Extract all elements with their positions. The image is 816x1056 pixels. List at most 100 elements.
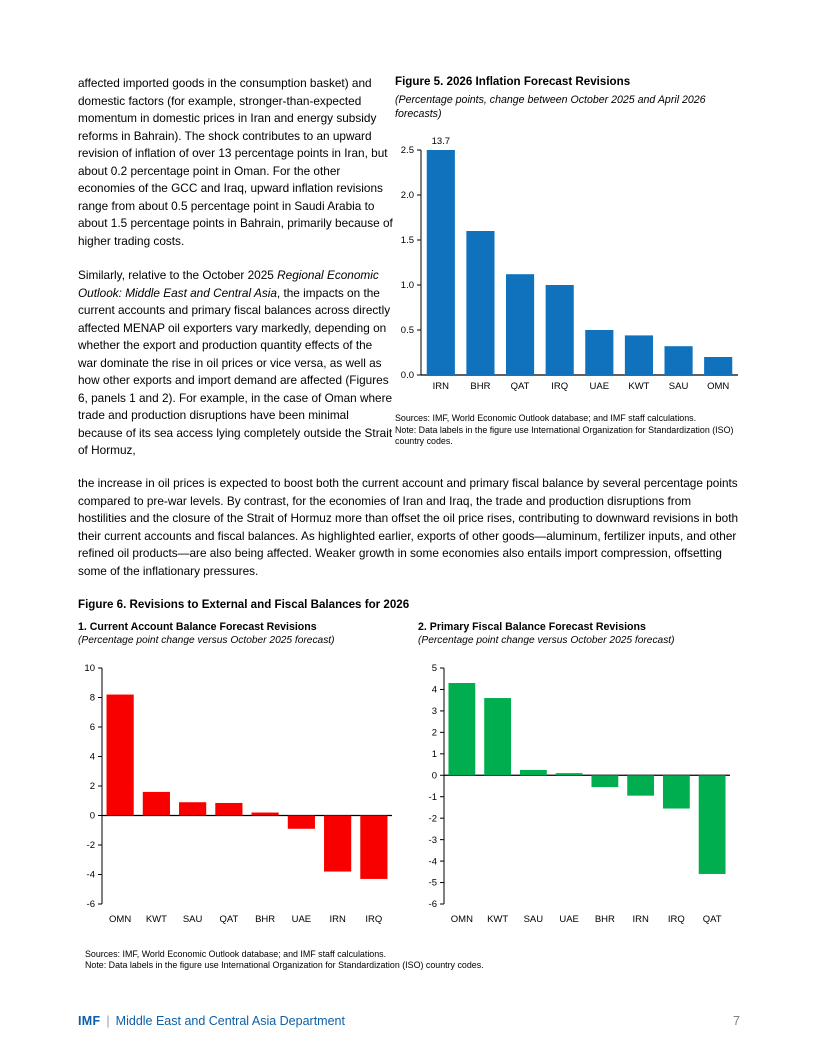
x-category-label: SAU xyxy=(183,914,203,925)
x-category-label: IRQ xyxy=(551,381,568,392)
panel2-subtitle: (Percentage point change versus October … xyxy=(418,635,675,646)
x-category-label: OMN xyxy=(109,914,131,925)
x-category-label: UAE xyxy=(292,914,312,925)
footer-department: Middle East and Central Asia Department xyxy=(115,1014,345,1028)
bar-BHR xyxy=(466,231,495,375)
bar-QAT xyxy=(505,274,535,375)
inflation-forecast-chart: 0.0 0.5 1.0 1.5 2.0 2.5 IRN 13.7 BHR QAT IRQ UAE KWT… xyxy=(395,133,740,401)
bar-OMN xyxy=(106,694,134,815)
fig6p1-bar-chart-svg: -6 -4 -2 0 2 4 6 8 10 OMN KWT SAU QAT BHR UAE IRN IRQ xyxy=(84,663,392,925)
x-category-label: QAT xyxy=(219,914,238,925)
figure5-block: Figure 5. 2026 Inflation Forecast Revisi… xyxy=(395,75,740,475)
y-tick-label: -6 xyxy=(87,899,95,910)
bar-UAE xyxy=(555,772,583,775)
bar-UAE xyxy=(585,330,614,375)
x-category-label: IRN xyxy=(433,381,450,392)
x-category-label: IRN xyxy=(329,914,346,925)
page-content: affected imported goods in the consumpti… xyxy=(78,75,740,972)
figure5-source-note: Sources: IMF, World Economic Outlook dat… xyxy=(395,413,697,423)
y-tick-label: 1.5 xyxy=(401,235,414,246)
panel1-title: 1. Current Account Balance Forecast Revi… xyxy=(78,621,317,633)
y-tick-label: 2 xyxy=(90,781,95,792)
bar-SAU xyxy=(179,801,207,815)
figure6-panel2: 2. Primary Fiscal Balance Forecast Revis… xyxy=(418,621,740,941)
y-tick-label: 0.5 xyxy=(401,325,414,336)
paragraph-text: Similarly, relative to the October 2025 xyxy=(78,268,278,282)
fig5-bar-chart-svg: 0.0 0.5 1.0 1.5 2.0 2.5 IRN 13.7 BHR QAT IRQ UAE KWT… xyxy=(401,136,738,392)
y-tick-label: -2 xyxy=(87,840,95,851)
bar-OMN xyxy=(448,682,476,775)
footer-department-line: IMF | Middle East and Central Asia Departm… xyxy=(78,1014,345,1028)
x-category-label: UAE xyxy=(590,381,610,392)
x-category-label: KWT xyxy=(146,914,167,925)
figure6-block: Figure 6. Revisions to External and Fisc… xyxy=(78,598,740,972)
page-number: 7 xyxy=(733,1014,740,1028)
bar-KWT xyxy=(484,697,512,775)
x-category-label: OMN xyxy=(707,381,729,392)
bar-value-label: 13.7 xyxy=(432,136,451,147)
paragraph-3: the increase in oil prices is expected t… xyxy=(78,476,739,578)
bar-IRQ xyxy=(360,815,388,879)
y-tick-label: 0.0 xyxy=(401,370,414,381)
primary-fiscal-chart: -6 -5 -4 -3 -2 -1 0 1 2 3 4 5 OMN KWT SAU UAE BHR IRN IRQ Q… xyxy=(418,660,740,941)
x-category-label: BHR xyxy=(470,381,490,392)
x-category-label: SAU xyxy=(524,914,544,925)
x-category-label: QAT xyxy=(703,914,722,925)
page-footer: IMF | Middle East and Central Asia Departm… xyxy=(78,1014,740,1028)
x-category-label: KWT xyxy=(628,381,649,392)
bar-IRN xyxy=(627,774,655,796)
bar-UAE xyxy=(287,815,315,829)
fig6p2-bar-chart-svg: -6 -5 -4 -3 -2 -1 0 1 2 3 4 5 OMN KWT SAU UAE BHR IRN IRQ Q… xyxy=(429,663,730,925)
y-tick-label: 3 xyxy=(432,706,437,717)
x-category-label: IRQ xyxy=(668,914,685,925)
y-tick-label: 2 xyxy=(432,727,437,738)
y-tick-label: 5 xyxy=(432,663,437,674)
y-tick-label: -3 xyxy=(429,834,437,845)
y-tick-label: 0 xyxy=(432,770,437,781)
figure5-title: Figure 5. 2026 Inflation Forecast Revisi… xyxy=(395,75,631,88)
y-tick-label: -1 xyxy=(429,791,437,802)
bar-BHR xyxy=(591,774,619,787)
y-tick-label: -4 xyxy=(87,869,95,880)
paragraph-2: Similarly, relative to the October 2025 … xyxy=(78,267,393,460)
bar-IRN xyxy=(426,150,455,375)
bar-BHR xyxy=(251,812,279,815)
y-tick-label: -2 xyxy=(429,813,437,824)
figure5-iso-note: Note: Data labels in the figure use Inte… xyxy=(395,424,734,447)
x-category-label: OMN xyxy=(451,914,473,925)
paragraph-text: , the impacts on the current accounts an… xyxy=(78,285,393,458)
body-text-column: affected imported goods in the consumpti… xyxy=(78,75,393,475)
x-category-label: QAT xyxy=(511,381,530,392)
panel2-title: 2. Primary Fiscal Balance Forecast Revis… xyxy=(418,621,646,633)
figure6-source-note: Sources: IMF, World Economic Outlook dat… xyxy=(85,948,387,959)
figure5-subtitle: (Percentage points, change between Octob… xyxy=(395,94,706,120)
bar-IRQ xyxy=(545,285,574,375)
figure6-iso-note: Note: Data labels in the figure use Inte… xyxy=(85,960,484,970)
y-tick-label: 1.0 xyxy=(401,280,414,291)
bar-SAU xyxy=(519,769,547,775)
paragraph-1: affected imported goods in the consumpti… xyxy=(78,75,393,250)
bar-QAT xyxy=(215,802,243,815)
figure6-notes: Sources: IMF, World Economic Outlook dat… xyxy=(85,949,740,972)
imf-logo-text: IMF xyxy=(78,1014,101,1028)
x-category-label: UAE xyxy=(559,914,579,925)
y-tick-label: 2.5 xyxy=(401,145,414,156)
x-category-label: IRQ xyxy=(365,914,382,925)
y-tick-label: 6 xyxy=(90,722,95,733)
x-category-label: IRN xyxy=(632,914,649,925)
bar-SAU xyxy=(664,346,693,375)
y-tick-label: 0 xyxy=(90,810,95,821)
bar-QAT xyxy=(698,774,726,874)
figure6-title: Figure 6. Revisions to External and Fisc… xyxy=(78,598,410,611)
x-category-label: KWT xyxy=(487,914,508,925)
bar-KWT xyxy=(142,791,170,815)
x-category-label: BHR xyxy=(255,914,275,925)
italic-report-title: Regional Economic Outlook: Middle East a… xyxy=(78,268,379,300)
x-category-label: SAU xyxy=(669,381,689,392)
y-tick-label: 4 xyxy=(90,751,95,762)
current-account-chart: -6 -4 -2 0 2 4 6 8 10 OMN KWT SAU QAT BHR UAE IRN IRQ xyxy=(78,660,400,941)
panel1-subtitle: (Percentage point change versus October … xyxy=(78,635,335,646)
bar-OMN xyxy=(704,357,733,375)
bar-KWT xyxy=(624,335,654,375)
